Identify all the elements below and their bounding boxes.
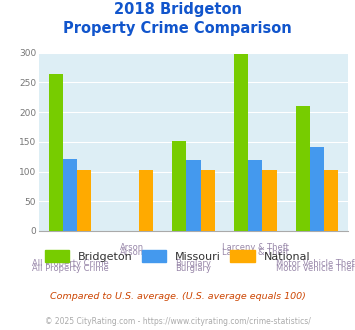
Bar bbox=[248, 160, 262, 231]
Bar bbox=[63, 158, 77, 231]
Bar bbox=[49, 74, 63, 231]
Bar bbox=[262, 170, 277, 231]
Bar bbox=[296, 106, 310, 231]
Bar bbox=[139, 170, 153, 231]
Bar bbox=[324, 170, 338, 231]
Text: Motor Vehicle Theft: Motor Vehicle Theft bbox=[276, 259, 355, 268]
Legend: Bridgeton, Missouri, National: Bridgeton, Missouri, National bbox=[40, 246, 315, 267]
Text: All Property Crime: All Property Crime bbox=[32, 259, 108, 268]
Text: 2018 Bridgeton: 2018 Bridgeton bbox=[114, 2, 241, 16]
Bar bbox=[172, 141, 186, 231]
Text: Compared to U.S. average. (U.S. average equals 100): Compared to U.S. average. (U.S. average … bbox=[50, 292, 305, 301]
Bar bbox=[234, 54, 248, 231]
Text: Property Crime Comparison: Property Crime Comparison bbox=[63, 21, 292, 36]
Bar bbox=[186, 160, 201, 231]
Text: © 2025 CityRating.com - https://www.cityrating.com/crime-statistics/: © 2025 CityRating.com - https://www.city… bbox=[45, 317, 310, 326]
Text: Motor Vehicle Theft: Motor Vehicle Theft bbox=[276, 264, 355, 274]
Text: Arson: Arson bbox=[120, 248, 144, 257]
Text: Burglary: Burglary bbox=[175, 264, 212, 274]
Text: Larceny & Theft: Larceny & Theft bbox=[222, 248, 289, 257]
Text: Arson: Arson bbox=[120, 244, 144, 252]
Bar bbox=[201, 170, 215, 231]
Bar bbox=[310, 147, 324, 231]
Bar bbox=[77, 170, 91, 231]
Text: All Property Crime: All Property Crime bbox=[32, 264, 108, 274]
Text: Larceny & Theft: Larceny & Theft bbox=[222, 244, 289, 252]
Text: Burglary: Burglary bbox=[175, 259, 212, 268]
